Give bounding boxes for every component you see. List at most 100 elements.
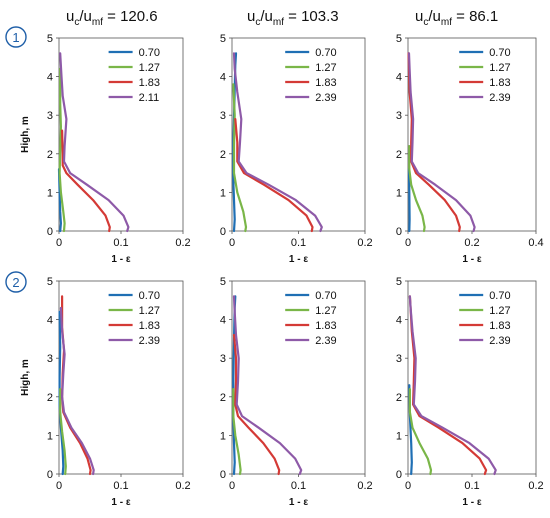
legend-label: 1.27 — [315, 305, 336, 317]
y-tick-label: 3 — [396, 353, 402, 365]
row-marker-circle — [5, 26, 27, 48]
legend-label: 0.70 — [139, 47, 160, 59]
series-line-0.70 — [407, 168, 411, 233]
series-line-2.39 — [408, 295, 497, 476]
series-line-1.83 — [234, 118, 314, 233]
series-line-1.27 — [59, 388, 67, 476]
y-tick-label: 0 — [396, 226, 402, 238]
chart-panel-row1-col1: 0 1 2 3 4 5 0 0.1 0.2 1 - ε High, m 0.70 1.27 1.83 2.1… — [20, 33, 191, 265]
legend-label: 1.83 — [315, 320, 336, 332]
column-title-2: uc/umf = 103.3 — [247, 8, 339, 28]
y-tick-label: 2 — [220, 392, 226, 404]
y-tick-label: 1 — [396, 187, 402, 199]
y-tick-label: 3 — [220, 110, 226, 122]
x-axis-label: 1 - ε — [462, 497, 481, 508]
x-tick-label: 0.2 — [464, 237, 479, 249]
series-line-2.39 — [232, 52, 323, 233]
y-tick-label: 5 — [396, 33, 402, 45]
series-line-1.83 — [61, 129, 111, 233]
legend-label: 1.83 — [315, 77, 336, 89]
y-tick-label: 2 — [396, 392, 402, 404]
series-line-2.39 — [59, 306, 95, 476]
legend-label: 1.27 — [315, 62, 336, 74]
legend-label: 1.27 — [489, 62, 510, 74]
legend-label: 0.70 — [139, 290, 160, 302]
x-tick-label: 0.1 — [113, 237, 128, 249]
x-tick-label: 0.1 — [113, 480, 128, 492]
series-line-1.83 — [232, 333, 281, 476]
chart-panel-row1-col2: 0 1 2 3 4 5 0 0.1 0.2 1 - ε 0.70 1.27 1.83 2.39 — [220, 33, 373, 265]
y-tick-label: 5 — [220, 33, 226, 45]
y-tick-label: 2 — [396, 149, 402, 161]
series-line-1.27 — [408, 145, 426, 233]
x-tick-label: 0.2 — [528, 480, 543, 492]
legend-label: 1.27 — [489, 305, 510, 317]
y-tick-label: 0 — [220, 226, 226, 238]
x-axis-label: 1 - ε — [289, 254, 308, 265]
x-tick-label: 0.2 — [357, 480, 372, 492]
legend-label: 1.83 — [139, 77, 160, 89]
legend-label: 2.11 — [139, 92, 160, 104]
legend-label: 1.27 — [139, 305, 160, 317]
x-axis-label: 1 - ε — [462, 254, 481, 265]
legend-label: 2.39 — [489, 335, 510, 347]
y-tick-label: 1 — [220, 187, 226, 199]
x-tick-label: 0.2 — [175, 480, 190, 492]
y-tick-label: 0 — [47, 226, 53, 238]
chart-panel-row2-col1: 0 1 2 3 4 5 0 0.1 0.2 1 - ε High, m 0.70 1.27 1.83 2.3… — [20, 276, 191, 508]
x-tick-label: 0.2 — [357, 237, 372, 249]
legend-label: 1.27 — [139, 62, 160, 74]
legend-label: 2.39 — [315, 92, 336, 104]
y-tick-label: 3 — [47, 110, 53, 122]
series-line-1.27 — [408, 388, 433, 476]
chart-panel-row2-col3: 0 1 2 3 4 5 0 0.1 0.2 1 - ε 0.70 1.27 1.83 2.39 — [396, 276, 544, 508]
chart-panel-row2-col2: 0 1 2 3 4 5 0 0.1 0.2 1 - ε 0.70 1.27 1.83 2.39 — [220, 276, 373, 508]
series-line-1.27 — [58, 67, 66, 233]
series-line-1.83 — [407, 52, 461, 233]
legend-label: 1.83 — [489, 77, 510, 89]
series-line-2.11 — [59, 52, 130, 233]
x-axis-label: 1 - ε — [111, 254, 130, 265]
y-tick-label: 4 — [220, 315, 226, 327]
y-tick-label: 2 — [220, 149, 226, 161]
y-tick-label: 5 — [220, 276, 226, 288]
x-axis-label: 1 - ε — [111, 497, 130, 508]
y-tick-label: 5 — [396, 276, 402, 288]
y-tick-label: 2 — [47, 392, 53, 404]
legend-label: 0.70 — [489, 290, 510, 302]
x-tick-label: 0.1 — [464, 480, 479, 492]
legend-label: 0.70 — [315, 47, 336, 59]
x-tick-label: 0 — [56, 480, 62, 492]
legend-label: 2.39 — [489, 92, 510, 104]
chart-panel-row1-col3: 0 1 2 3 4 5 0 0.2 0.4 1 - ε 0.70 1.27 1.83 2.39 — [396, 33, 544, 265]
y-tick-label: 4 — [396, 315, 402, 327]
row-marker-2: 2 — [5, 271, 27, 293]
legend-label: 2.39 — [315, 335, 336, 347]
row-marker-1: 1 — [5, 26, 27, 48]
x-tick-label: 0 — [56, 237, 62, 249]
y-axis-label: High, m — [20, 359, 31, 396]
x-tick-label: 0.1 — [291, 480, 306, 492]
y-tick-label: 4 — [220, 72, 226, 84]
y-tick-label: 4 — [396, 72, 402, 84]
legend-label: 2.39 — [139, 335, 160, 347]
y-tick-label: 3 — [220, 353, 226, 365]
y-tick-label: 1 — [396, 430, 402, 442]
legend-label: 1.83 — [489, 320, 510, 332]
y-tick-label: 4 — [47, 315, 53, 327]
y-tick-label: 5 — [47, 276, 53, 288]
series-line-2.39 — [407, 52, 476, 233]
row-marker-number: 1 — [12, 30, 19, 45]
x-tick-label: 0 — [229, 237, 235, 249]
y-tick-label: 1 — [220, 430, 226, 442]
y-tick-label: 1 — [47, 187, 53, 199]
legend-label: 1.83 — [139, 320, 160, 332]
y-tick-label: 0 — [47, 469, 53, 481]
chart-panels: 0 1 2 3 4 5 0 0.1 0.2 1 - ε High, m 0.70 1.27 1.83 2.1… — [20, 33, 544, 508]
x-tick-label: 0.2 — [175, 237, 190, 249]
y-tick-label: 4 — [47, 72, 53, 84]
y-tick-label: 3 — [396, 110, 402, 122]
series-line-2.39 — [232, 295, 303, 476]
x-tick-label: 0 — [405, 237, 411, 249]
